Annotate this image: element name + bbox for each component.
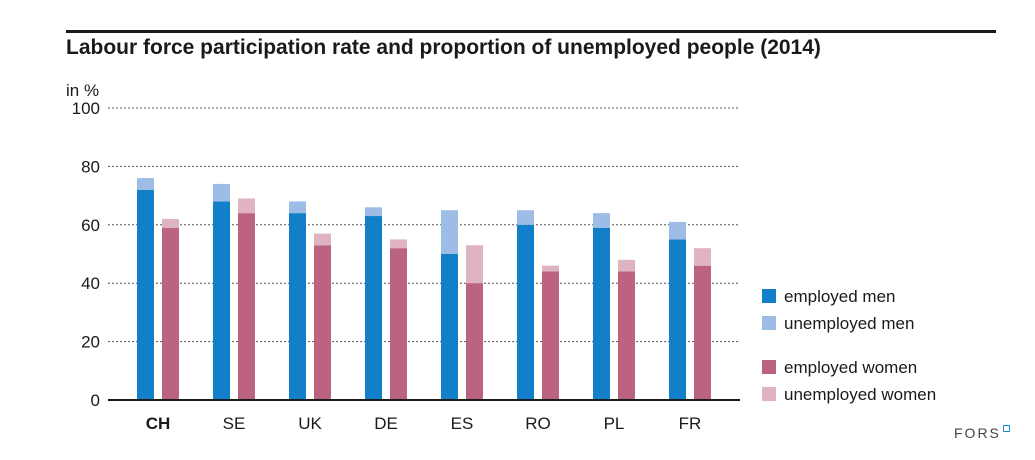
bar-ro-employed-women [542, 271, 559, 400]
bar-uk-unemployed-women [314, 233, 331, 246]
bar-es-unemployed-women [466, 245, 483, 284]
bar-es-unemployed-men [441, 210, 458, 254]
bar-ro-unemployed-women [542, 265, 559, 272]
bar-ch-employed-women [162, 227, 179, 400]
bar-se-employed-men [213, 201, 230, 400]
bar-fr-unemployed-men [669, 221, 686, 240]
bar-ch-unemployed-women [162, 218, 179, 228]
bar-uk-employed-men [289, 213, 306, 400]
x-tick-label: ES [451, 414, 474, 433]
bar-fr-employed-men [669, 239, 686, 400]
fors-logo: FORS [954, 425, 1010, 441]
y-tick-label: 100 [72, 99, 100, 118]
y-tick-label: 60 [81, 216, 100, 235]
chart-title: Labour force participation rate and prop… [66, 36, 821, 59]
legend-label: unemployed men [784, 314, 914, 333]
bar-de-employed-men [365, 216, 382, 400]
legend-label: employed women [784, 358, 917, 377]
bar-es-employed-women [466, 283, 483, 400]
bar-es-employed-men [441, 254, 458, 400]
legend-swatch [762, 289, 776, 303]
bar-de-employed-women [390, 248, 407, 400]
bar-de-unemployed-men [365, 207, 382, 217]
bar-fr-unemployed-women [694, 248, 711, 266]
y-tick-label: 80 [81, 157, 100, 176]
bar-uk-unemployed-men [289, 201, 306, 214]
title-rule [66, 30, 996, 33]
bar-ro-employed-men [517, 224, 534, 400]
bar-se-employed-women [238, 213, 255, 400]
logo-square-icon [1002, 425, 1010, 432]
x-tick-label: FR [679, 414, 702, 433]
bar-ch-unemployed-men [137, 178, 154, 190]
bar-de-unemployed-women [390, 239, 407, 249]
bar-pl-unemployed-men [593, 213, 610, 228]
logo-text: FORS [954, 425, 1001, 441]
bar-ch-employed-men [137, 189, 154, 400]
bar-pl-employed-women [618, 271, 635, 400]
bar-uk-employed-women [314, 245, 331, 400]
y-axis-label: in % [66, 81, 99, 100]
x-tick-label: DE [374, 414, 398, 433]
bar-pl-unemployed-women [618, 259, 635, 272]
y-tick-label: 20 [81, 333, 100, 352]
bar-se-unemployed-men [213, 183, 230, 202]
x-tick-label: UK [298, 414, 322, 433]
y-tick-label: 0 [91, 391, 100, 410]
legend-swatch [762, 360, 776, 374]
bar-fr-employed-women [694, 265, 711, 400]
bar-pl-employed-men [593, 227, 610, 400]
legend-swatch [762, 387, 776, 401]
legend-swatch [762, 316, 776, 330]
x-tick-label: PL [604, 414, 625, 433]
x-tick-label: SE [223, 414, 246, 433]
bar-ro-unemployed-men [517, 210, 534, 225]
x-tick-label: RO [525, 414, 551, 433]
y-tick-label: 40 [81, 274, 100, 293]
legend-label: employed men [784, 287, 896, 306]
legend-label: unemployed women [784, 385, 936, 404]
bar-se-unemployed-women [238, 198, 255, 214]
x-tick-label: CH [146, 414, 171, 433]
